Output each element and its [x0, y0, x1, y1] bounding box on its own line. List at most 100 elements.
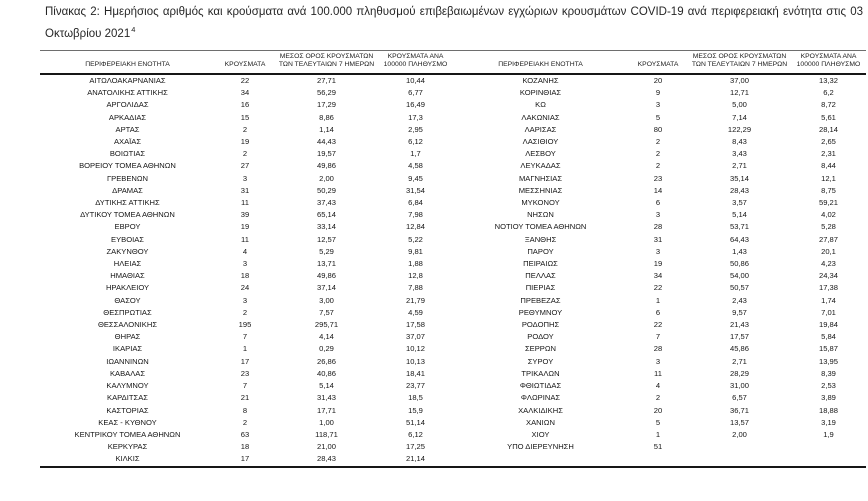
col-header-region-right: ΠΕΡΙΦΕΡΕΙΑΚΗ ΕΝΟΤΗΤΑ	[453, 50, 628, 76]
cases-cell: 3	[655, 246, 661, 256]
per100k-cell: 6,77	[408, 88, 423, 98]
region-cell: ΕΥΒΟΙΑΣ	[111, 234, 144, 244]
per100k-cell: 37,07	[405, 332, 425, 342]
per100k-cell: 13,32	[818, 76, 838, 86]
cases-cell: 2	[242, 307, 248, 317]
table-row: ΘΑΣΟΥ 3 3,00 21,79 ΠΡΕΒΕΖΑΣ 1 2,43 1,74	[40, 295, 866, 307]
region-cell: ΚΕΡΚΥΡΑΣ	[107, 442, 148, 452]
table-row: ΑΧΑΪΑΣ 19 44,43 6,12 ΛΑΣΙΘΙΟΥ 2 8,43 2,65	[40, 136, 866, 148]
avg7-cell: 2,00	[319, 173, 334, 183]
cases-cell: 18	[240, 442, 250, 452]
per100k-cell: 12,84	[405, 222, 425, 232]
region-cell: ΦΘΙΩΤΙΔΑΣ	[519, 381, 562, 391]
region-cell: ΡΕΘΥΜΝΟΥ	[518, 307, 563, 317]
cases-cell: 2	[242, 417, 248, 427]
region-cell: ΚΕΑΣ - ΚΥΘΝΟΥ	[98, 417, 157, 427]
per100k-cell: 21,14	[378, 453, 453, 468]
region-cell: ΠΙΕΡΙΑΣ	[525, 283, 556, 293]
cases-cell: 8	[242, 405, 248, 415]
table-row: ΚΕΝΤΡΙΚΟΥ ΤΟΜΕΑ ΑΘΗΝΩΝ 63 118,71 6,12 ΧΙΟΥ 1 2…	[40, 429, 866, 441]
avg7-cell: 33,14	[316, 222, 336, 232]
avg7-cell: 17,29	[316, 100, 336, 110]
avg7-cell: 12,71	[729, 88, 749, 98]
region-cell: ΠΑΡΟΥ	[527, 246, 554, 256]
table-row: ΗΜΑΘΙΑΣ 18 49,86 12,8 ΠΕΛΛΑΣ 34 54,00 24,34	[40, 270, 866, 282]
region-cell: ΜΥΚΟΝΟΥ	[521, 198, 560, 208]
per100k-cell: 8,72	[821, 100, 836, 110]
table-row: ΔΡΑΜΑΣ 31 50,29 31,54 ΜΕΣΣΗΝΙΑΣ 14 28,43 8,75	[40, 185, 866, 197]
table-row: ΕΒΡΟΥ 19 33,14 12,84 ΝΟΤΙΟΥ ΤΟΜΕΑ ΑΘΗΝΩΝ 28 53…	[40, 221, 866, 233]
per100k-cell: 10,12	[405, 344, 425, 354]
region-cell: ΒΟΡΕΙΟΥ ΤΟΜΕΑ ΑΘΗΝΩΝ	[79, 161, 176, 171]
per100k-cell	[791, 441, 866, 453]
avg7-cell: 295,71	[314, 320, 339, 330]
avg7-cell: 1,14	[319, 124, 334, 134]
per100k-cell: 15,87	[818, 344, 838, 354]
cases-cell: 34	[240, 88, 250, 98]
per100k-cell: 6,84	[408, 198, 423, 208]
region-cell: ΑΝΑΤΟΛΙΚΗΣ ΑΤΤΙΚΗΣ	[87, 88, 168, 98]
cases-cell: 19	[653, 259, 663, 269]
per100k-cell: 6,12	[408, 137, 423, 147]
avg7-cell: 0,29	[319, 344, 334, 354]
cases-cell: 3	[242, 295, 248, 305]
avg7-cell: 37,43	[316, 198, 336, 208]
cases-cell: 63	[240, 429, 250, 439]
region-cell: ΧΑΛΚΙΔΙΚΗΣ	[518, 405, 563, 415]
region-cell: ΛΑΣΙΘΙΟΥ	[522, 137, 559, 147]
region-cell	[453, 453, 628, 468]
cases-cell: 27	[240, 161, 250, 171]
avg7-cell: 28,29	[729, 368, 749, 378]
region-cell: ΔΥΤΙΚΟΥ ΤΟΜΕΑ ΑΘΗΝΩΝ	[80, 210, 175, 220]
per100k-cell: 17,25	[405, 442, 425, 452]
report-page: Πίνακας 2: Ημερήσιος αριθμός και κρούσμα…	[0, 4, 868, 501]
covid-region-table: ΠΕΡΙΦΕΡΕΙΑΚΗ ΕΝΟΤΗΤΑ ΚΡΟΥΣΜΑΤΑ ΜΕΣΟΣ ΟΡΟ…	[40, 49, 866, 468]
cases-cell: 1	[655, 429, 661, 439]
per100k-cell: 18,41	[405, 368, 425, 378]
region-cell: ΣΕΡΡΩΝ	[524, 344, 557, 354]
col-header-avg7-left: ΜΕΣΟΣ ΟΡΟΣ ΚΡΟΥΣΜΑΤΩΝ ΤΩΝ ΤΕΛΕΥΤΑΙΩΝ 7 Η…	[275, 50, 378, 76]
avg7-cell: 17,57	[729, 332, 749, 342]
region-cell: ΙΚΑΡΙΑΣ	[112, 344, 143, 354]
table-row: ΒΟΡΕΙΟΥ ΤΟΜΕΑ ΑΘΗΝΩΝ 27 49,86 4,58 ΛΕΥΚΑΔΑΣ 2…	[40, 160, 866, 172]
table-row: ΑΡΓΟΛΙΔΑΣ 16 17,29 16,49 ΚΩ 3 5,00 8,72	[40, 99, 866, 111]
per100k-cell: 6,2	[823, 88, 834, 98]
region-cell: ΚΕΝΤΡΙΚΟΥ ΤΟΜΕΑ ΑΘΗΝΩΝ	[74, 429, 181, 439]
cases-cell: 9	[655, 88, 661, 98]
avg7-cell: 118,71	[315, 429, 338, 439]
avg7-cell: 28,43	[275, 453, 378, 468]
avg7-cell: 5,14	[319, 381, 334, 391]
avg7-cell: 31,00	[729, 381, 749, 391]
region-cell: ΚΩ	[535, 100, 546, 110]
avg7-cell: 4,14	[319, 332, 334, 342]
cases-cell: 1	[242, 344, 248, 354]
cases-cell: 39	[240, 210, 250, 220]
cases-cell: 6	[655, 198, 661, 208]
table-row: ΓΡΕΒΕΝΩΝ 3 2,00 9,45 ΜΑΓΝΗΣΙΑΣ 23 35,14 12,1	[40, 173, 866, 185]
col-header-region-left: ΠΕΡΙΦΕΡΕΙΑΚΗ ΕΝΟΤΗΤΑ	[40, 50, 215, 76]
avg7-cell: 8,43	[732, 137, 747, 147]
avg7-cell: 2,00	[732, 429, 747, 439]
per100k-cell: 10,44	[405, 76, 425, 86]
avg7-cell: 1,43	[732, 246, 747, 256]
table-row: ΕΥΒΟΙΑΣ 11 12,57 5,22 ΞΑΝΘΗΣ 31 64,43 27,87	[40, 234, 866, 246]
per100k-cell: 20,1	[821, 246, 836, 256]
per100k-cell: 6,12	[408, 429, 423, 439]
cases-cell: 4	[655, 381, 661, 391]
region-cell: ΑΡΓΟΛΙΔΑΣ	[106, 100, 149, 110]
per100k-cell: 5,22	[408, 234, 423, 244]
per100k-cell: 1,9	[823, 429, 834, 439]
avg7-cell: 28,43	[729, 185, 749, 195]
avg7-cell	[688, 441, 791, 453]
cases-cell: 18	[240, 271, 250, 281]
header-row: ΠΕΡΙΦΕΡΕΙΑΚΗ ΕΝΟΤΗΤΑ ΚΡΟΥΣΜΑΤΑ ΜΕΣΟΣ ΟΡΟ…	[40, 50, 866, 76]
per100k-cell: 24,34	[818, 271, 838, 281]
region-cell: ΗΡΑΚΛΕΙΟΥ	[105, 283, 150, 293]
cases-cell: 5	[655, 417, 661, 427]
avg7-cell: 19,57	[316, 149, 336, 159]
region-cell: ΕΒΡΟΥ	[114, 222, 141, 232]
region-cell: ΑΙΤΩΛΟΑΚΑΡΝΑΝΙΑΣ	[89, 76, 166, 86]
per100k-cell: 8,75	[821, 185, 836, 195]
col-header-per100k-left: ΚΡΟΥΣΜΑΤΑ ΑΝΑ 100000 ΠΛΗΘΥΣΜΟ	[378, 50, 453, 76]
avg7-cell: 50,86	[729, 259, 749, 269]
